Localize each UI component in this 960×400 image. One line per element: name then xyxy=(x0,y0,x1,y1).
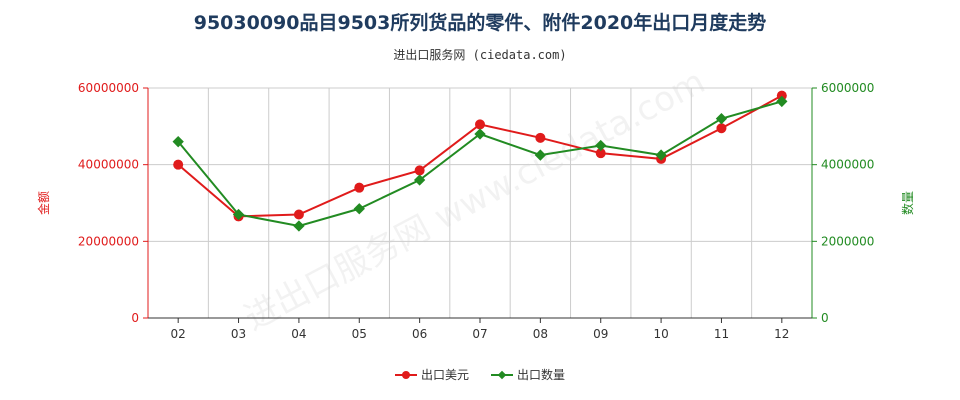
left-tick-label: 20000000 xyxy=(78,234,139,248)
data-point-quantity xyxy=(534,149,547,161)
data-point-amount xyxy=(595,148,606,159)
data-point-quantity xyxy=(232,208,245,221)
x-tick-label: 05 xyxy=(352,327,367,341)
data-point-quantity xyxy=(715,113,728,125)
legend-item-quantity[interactable]: 出口数量 xyxy=(491,366,565,383)
x-tick-label: 08 xyxy=(533,327,548,341)
x-tick-label: 02 xyxy=(171,327,186,341)
data-point-quantity xyxy=(474,128,486,140)
data-point-amount xyxy=(475,119,485,130)
data-point-amount xyxy=(173,159,184,170)
legend: 出口美元 出口数量 xyxy=(0,366,960,383)
data-point-amount xyxy=(354,182,365,193)
legend-swatch-amount xyxy=(394,370,417,380)
data-point-amount xyxy=(776,90,787,101)
chart-subtitle: 进出口服务网 (ciedata.com) xyxy=(393,48,567,62)
x-tick-label: 07 xyxy=(472,327,487,341)
data-point-amount xyxy=(414,165,425,176)
data-point-quantity xyxy=(172,136,184,148)
x-tick-label: 11 xyxy=(714,327,729,341)
right-axis-label: 数量 xyxy=(900,191,915,215)
right-tick-label: 0 xyxy=(821,311,829,325)
left-tick-label: 60000000 xyxy=(78,81,139,95)
x-tick-label: 12 xyxy=(774,327,789,341)
data-point-quantity xyxy=(353,203,365,215)
data-point-quantity xyxy=(293,220,305,232)
legend-item-amount[interactable]: 出口美元 xyxy=(394,366,469,383)
data-point-quantity xyxy=(595,139,607,152)
data-point-amount xyxy=(535,132,546,143)
x-tick-label: 10 xyxy=(653,327,668,341)
x-tick-label: 04 xyxy=(291,327,306,341)
legend-swatch-quantity xyxy=(491,370,513,380)
line-chart: 进出口服务网 www.ciedata.com020000000400000006… xyxy=(36,62,915,341)
x-tick-label: 09 xyxy=(593,327,608,341)
legend-label-amount: 出口美元 xyxy=(420,368,469,382)
x-tick-label: 03 xyxy=(231,327,246,341)
x-tick-label: 06 xyxy=(412,327,427,341)
right-tick-label: 4000000 xyxy=(821,158,874,172)
data-point-amount xyxy=(716,123,727,134)
right-tick-label: 6000000 xyxy=(821,81,874,95)
data-point-amount xyxy=(293,209,304,220)
left-tick-label: 40000000 xyxy=(78,158,139,172)
legend-label-quantity: 出口数量 xyxy=(517,368,566,382)
data-point-quantity xyxy=(413,174,426,186)
left-tick-label: 0 xyxy=(131,311,139,325)
right-tick-label: 2000000 xyxy=(821,234,874,248)
watermark: 进出口服务网 www.ciedata.com xyxy=(238,62,711,339)
data-point-quantity xyxy=(655,149,667,161)
left-axis-label: 金额 xyxy=(36,191,51,215)
chart-title: 95030090品目9503所列货品的零件、附件2020年出口月度走势 xyxy=(193,12,767,34)
